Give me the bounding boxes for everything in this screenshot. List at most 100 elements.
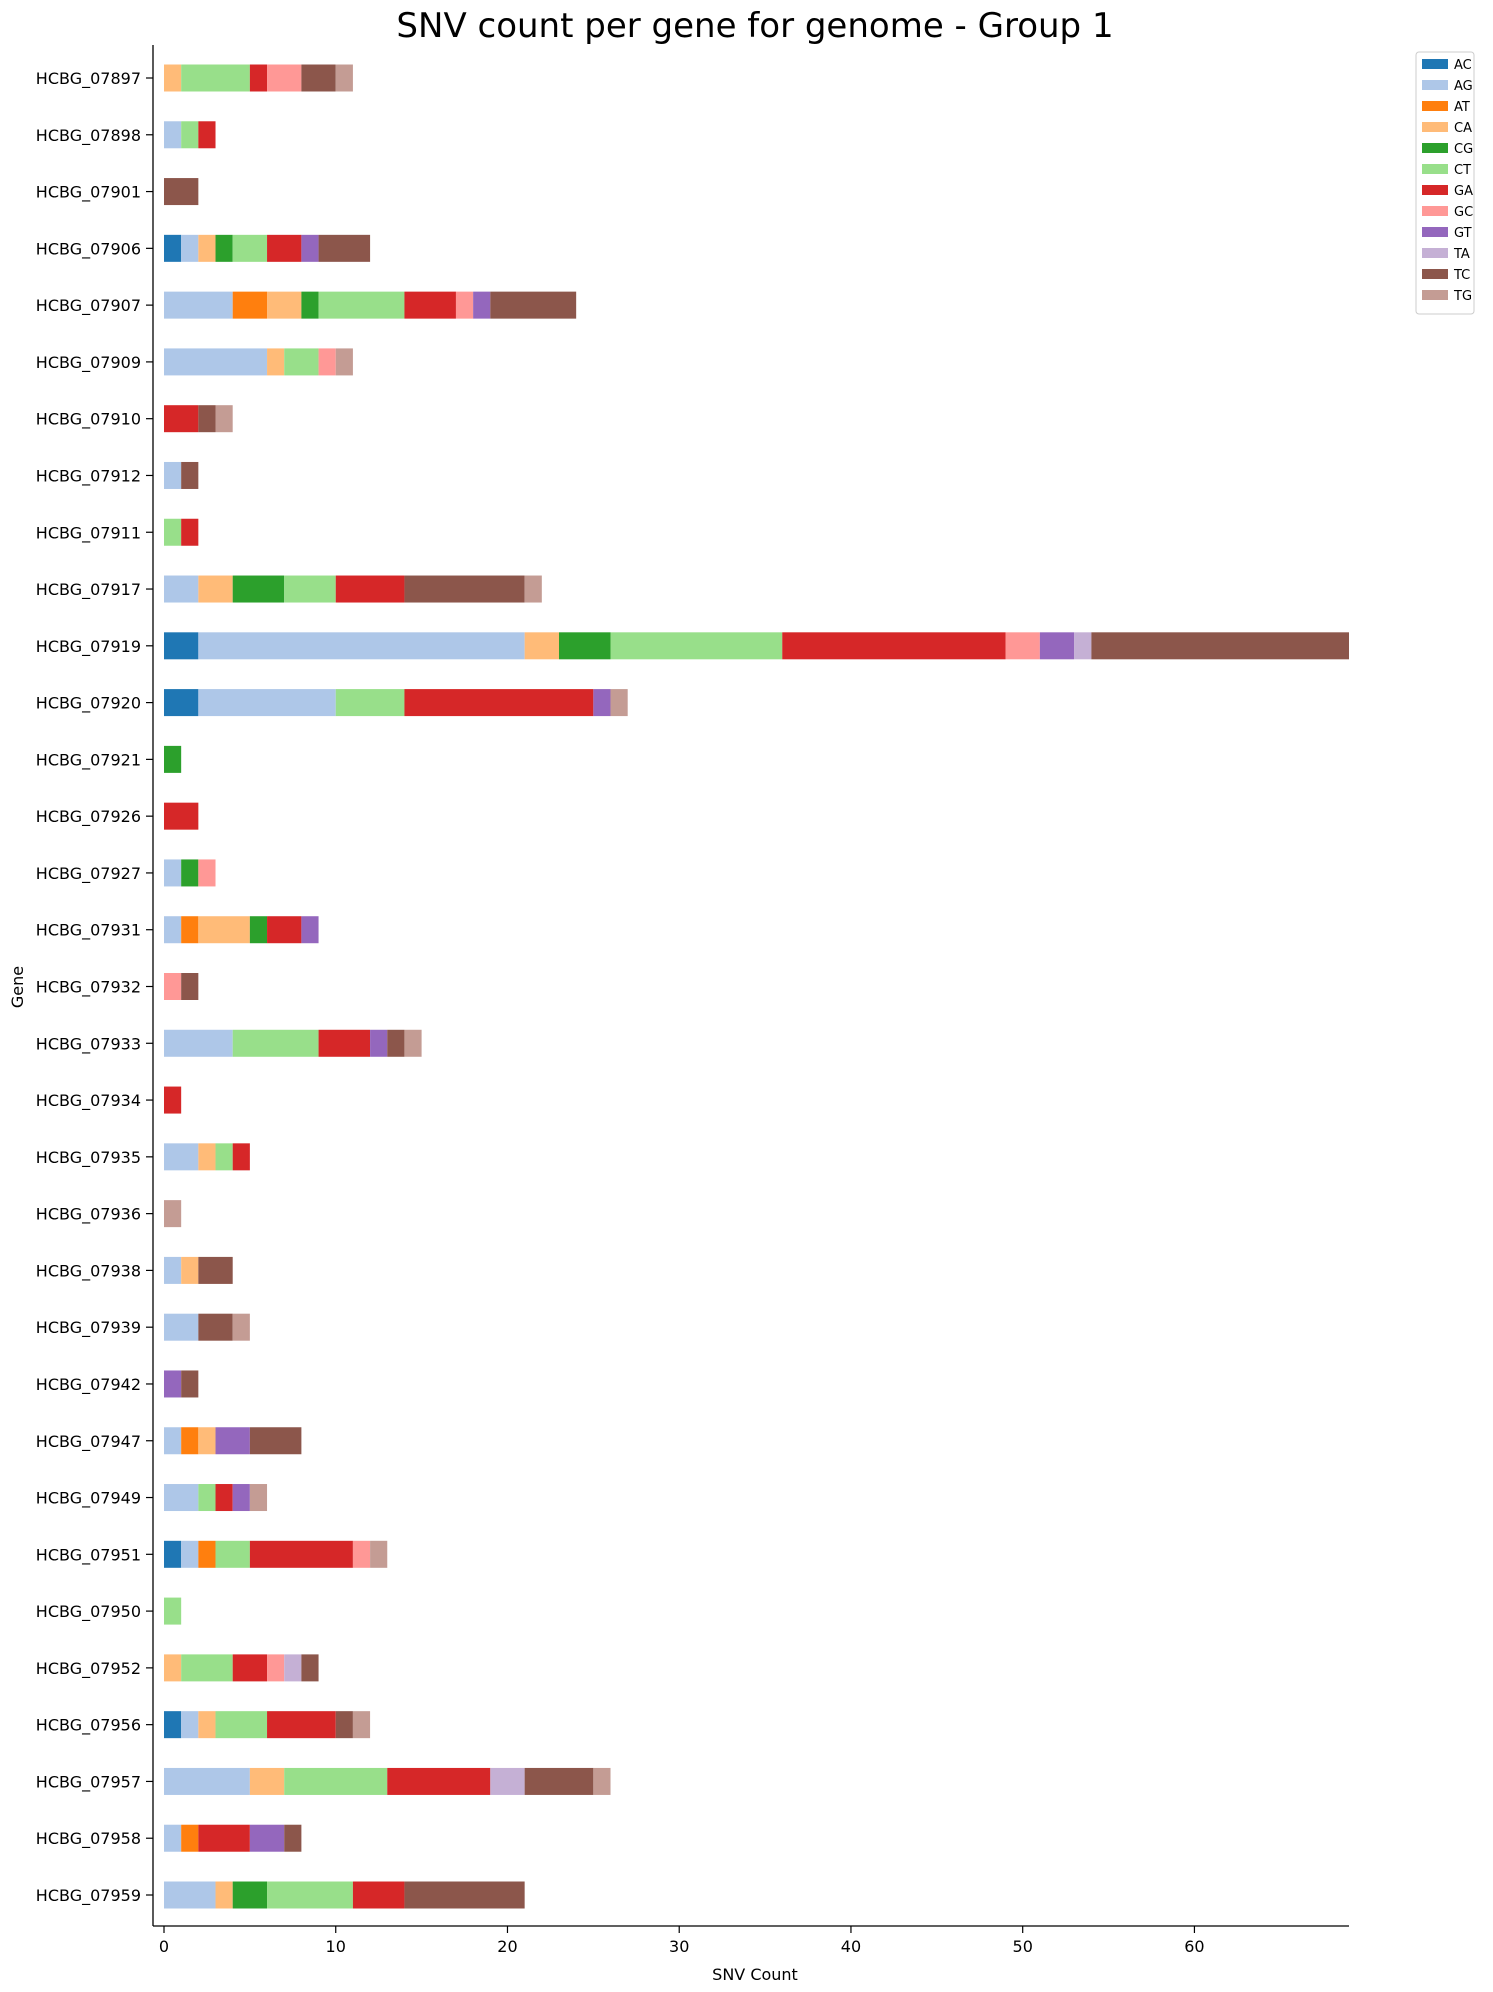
bar-segment-ga (181, 518, 199, 546)
bar-segment-ga (232, 1143, 250, 1171)
bar-segment-ca (164, 64, 182, 92)
bar-segment-tc (335, 1711, 353, 1739)
bar-segment-tc (164, 178, 199, 206)
bar-segment-ga (198, 121, 216, 149)
x-tick-label: 10 (326, 1937, 346, 1956)
y-tick-label: HCBG_07957 (36, 1772, 141, 1792)
legend-label-ca: CA (1454, 121, 1472, 136)
y-tick-label: HCBG_07933 (36, 1034, 141, 1054)
legend-label-gt: GT (1454, 226, 1472, 241)
bar-segment-ca (267, 291, 302, 319)
y-tick-label: HCBG_07958 (36, 1829, 141, 1849)
bar-segment-ag (164, 859, 182, 887)
y-axis-label: Gene (8, 966, 27, 1008)
bar-segment-cg (301, 291, 319, 319)
bar-segment-tc (181, 1370, 199, 1398)
bar-segment-gc (267, 1654, 285, 1682)
bar-segment-ct (318, 291, 405, 319)
bar-segment-ga (267, 234, 302, 262)
bar-segment-tc (490, 291, 577, 319)
bar-segment-ca (249, 1767, 285, 1795)
bar-segment-ac (164, 632, 199, 660)
bar-segment-ga (404, 291, 456, 319)
bar-segment-ca (198, 1427, 216, 1455)
bar-segment-ag (164, 1256, 182, 1284)
y-tick-label: HCBG_07950 (36, 1602, 141, 1622)
bar-segment-ct (164, 1597, 182, 1625)
bar-segment-ct (215, 1143, 233, 1171)
legend-swatch-ca (1422, 122, 1448, 132)
bar-segment-ac (164, 689, 199, 717)
bar-segment-ag (164, 1313, 199, 1341)
bar-segment-tc (387, 1029, 405, 1057)
bar-segment-gt (301, 916, 319, 944)
bar-segment-ca (198, 234, 216, 262)
bar-segment-ca (198, 575, 233, 603)
bar-segment-ct (181, 64, 250, 92)
bar-segment-gt (232, 1484, 250, 1512)
y-tick-label: HCBG_07935 (36, 1148, 141, 1168)
bar-segment-tc (181, 973, 199, 1000)
bar-segment-gt (301, 234, 319, 262)
bar-segment-tg (215, 405, 233, 433)
legend-swatch-tc (1422, 269, 1448, 279)
bar-segment-tg (524, 575, 542, 603)
x-tick-label: 40 (841, 1937, 861, 1956)
legend-swatch-ga (1422, 185, 1448, 195)
bar-segment-ag (164, 1767, 250, 1795)
bar-segment-at (181, 1427, 199, 1455)
bar-segment-ga (232, 1654, 268, 1682)
y-tick-label: HCBG_07897 (36, 69, 141, 89)
bar-segment-tc (404, 575, 525, 603)
bar-segment-gc (318, 348, 336, 376)
bar-segment-at (232, 291, 268, 319)
bar-segment-gc (352, 1540, 371, 1568)
y-tick-label: HCBG_07947 (36, 1432, 141, 1452)
bars-group (164, 64, 1349, 1909)
y-tick-label: HCBG_07959 (36, 1886, 141, 1906)
y-tick-label: HCBG_07909 (36, 353, 141, 373)
bar-segment-ta (490, 1767, 525, 1795)
bar-segment-ga (249, 64, 268, 92)
bar-segment-ga (267, 1711, 336, 1739)
x-tick-label: 30 (669, 1937, 689, 1956)
bar-segment-gt (249, 1824, 285, 1852)
bar-segment-ca (164, 1654, 182, 1682)
bar-segment-ga (387, 1767, 491, 1795)
bar-segment-cg (181, 859, 199, 887)
bar-segment-ga (352, 1881, 405, 1909)
bar-segment-tc (198, 405, 216, 433)
y-tick-label: HCBG_07949 (36, 1489, 141, 1509)
bar-segment-tg (593, 1767, 611, 1795)
bar-segment-ct (215, 1540, 250, 1568)
bar-segment-ag (181, 234, 199, 262)
bar-segment-ac (164, 1711, 182, 1739)
bar-segment-ag (164, 575, 199, 603)
x-axis-label: SNV Count (712, 1965, 798, 1984)
bar-segment-ct (232, 1029, 319, 1057)
bar-segment-gt (593, 689, 611, 717)
legend-swatch-gt (1422, 227, 1448, 237)
bar-segment-gt (1039, 632, 1075, 660)
bar-segment-cg (559, 632, 611, 660)
bar-segment-ca (524, 632, 559, 660)
bar-segment-cg (215, 234, 233, 262)
bar-segment-gc (267, 64, 302, 92)
legend-label-ta: TA (1453, 247, 1470, 262)
bar-segment-ag (164, 1484, 199, 1512)
y-axis: HCBG_07897 HCBG_07898 HCBG_07901 HCBG_07906… (36, 45, 154, 1926)
bar-segment-cg (232, 1881, 268, 1909)
legend-label-gc: GC (1454, 205, 1473, 220)
bar-segment-at (181, 1824, 199, 1852)
y-tick-label: HCBG_07927 (36, 864, 141, 884)
bar-segment-tc (198, 1313, 233, 1341)
bar-segment-tg (232, 1313, 250, 1341)
bar-segment-ag (181, 1540, 199, 1568)
legend-label-tc: TC (1453, 268, 1470, 283)
bar-segment-ct (181, 121, 199, 149)
bar-segment-ca (215, 1881, 233, 1909)
bar-segment-ga (249, 1540, 353, 1568)
x-tick-label: 20 (497, 1937, 517, 1956)
legend-swatch-ac (1422, 59, 1448, 69)
legend-swatch-ct (1422, 164, 1448, 174)
